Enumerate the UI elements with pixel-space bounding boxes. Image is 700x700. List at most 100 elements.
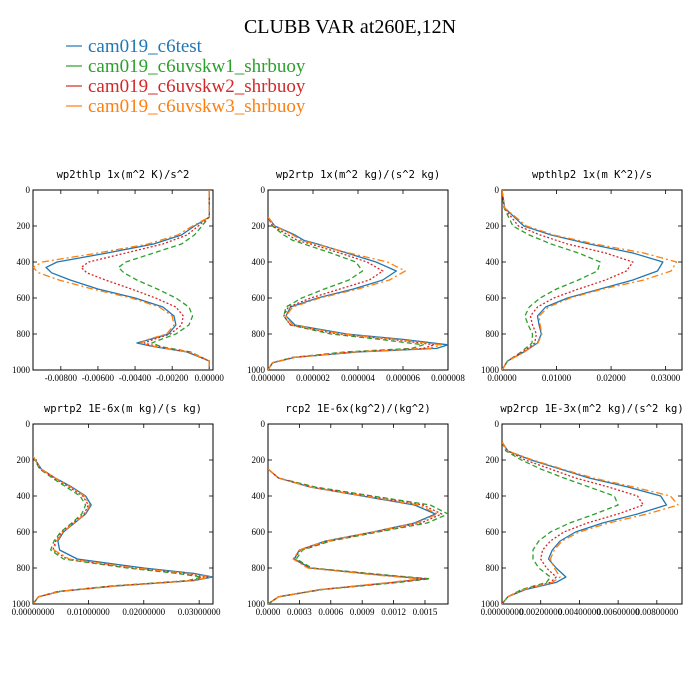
series-group xyxy=(268,468,448,604)
x-tick-label: 0.03000000 xyxy=(178,607,221,617)
plot-frame xyxy=(501,189,683,371)
series-line xyxy=(268,216,436,370)
y-tick-label: 0 xyxy=(26,185,31,195)
chart-panels: wp2thlp 1x(m^2 K)/s^2 0 200 400 600 800 1000 -0… xyxy=(12,169,684,617)
x-tick-label: 0.00000000 xyxy=(481,607,524,617)
y-tick-label: 1000 xyxy=(247,599,266,609)
series-line xyxy=(502,190,678,370)
x-tick-label: 0.00400000 xyxy=(558,607,601,617)
y-tick-label: 800 xyxy=(252,329,266,339)
series-line xyxy=(502,190,634,370)
y-tick-label: 1000 xyxy=(12,365,31,375)
series-group xyxy=(502,441,679,604)
y-tick-label: 1000 xyxy=(12,599,31,609)
panel-title: wp2rcp 1E-3x(m^2 kg)/(s^2 kg) xyxy=(500,403,683,415)
legend-entry: cam019_c6uvskw1_shrbuoy xyxy=(88,56,306,77)
y-tick-label: 0 xyxy=(261,419,266,429)
y-tick-label: 600 xyxy=(252,527,266,537)
series-line xyxy=(502,190,601,370)
series-line xyxy=(33,456,203,604)
x-tick-label: 0.00600000 xyxy=(597,607,640,617)
chart-panel: wp2thlp 1x(m^2 K)/s^2 0 200 400 600 800 1000 -0… xyxy=(12,169,224,383)
x-tick-label: 0.00000 xyxy=(195,373,225,383)
x-tick-label: -0.00400 xyxy=(119,373,152,383)
x-tick-label: 0.02000000 xyxy=(122,607,165,617)
x-tick-label: -0.00600 xyxy=(82,373,115,383)
y-tick-label: 400 xyxy=(486,491,500,501)
series-line xyxy=(33,456,211,604)
y-tick-label: 200 xyxy=(252,455,266,465)
chart-panel: wprtp2 1E-6x(m kg)/(s kg) 0 200 400 600 800 10… xyxy=(12,403,221,617)
legend-entry: cam019_c6uvskw3_shrbuoy xyxy=(88,96,306,117)
series-line xyxy=(268,216,424,370)
y-tick-label: 800 xyxy=(486,329,500,339)
x-tick-label: 0.0000 xyxy=(256,607,281,617)
y-tick-label: 1000 xyxy=(481,365,500,375)
y-tick-label: 400 xyxy=(252,491,266,501)
series-line xyxy=(502,441,644,604)
series-group xyxy=(502,190,678,370)
legend-entry: cam019_c6test xyxy=(88,36,203,57)
x-tick-label: 0.000008 xyxy=(431,373,465,383)
y-tick-label: 800 xyxy=(17,329,31,339)
plot-frame xyxy=(32,189,214,371)
series-group xyxy=(33,456,213,604)
legend-entry: cam019_c6uvskw2_shrbuoy xyxy=(88,76,306,97)
x-tick-label: 0.01000000 xyxy=(67,607,110,617)
series-line xyxy=(117,190,210,370)
x-tick-label: 0.01000 xyxy=(542,373,572,383)
x-tick-label: 0.0015 xyxy=(413,607,438,617)
chart-panel: wp2rcp 1E-3x(m^2 kg)/(s^2 kg)0 200 400 600 8… xyxy=(481,403,684,617)
x-tick-label: -0.00200 xyxy=(156,373,189,383)
y-tick-label: 400 xyxy=(17,491,31,501)
x-tick-label: -0.00800 xyxy=(45,373,78,383)
y-tick-label: 400 xyxy=(17,257,31,267)
series-group xyxy=(33,190,210,370)
y-tick-label: 800 xyxy=(17,563,31,573)
x-tick-label: 0.00200000 xyxy=(519,607,562,617)
series-line xyxy=(268,468,439,604)
x-tick-label: 0.000000 xyxy=(251,373,285,383)
y-tick-label: 200 xyxy=(17,221,31,231)
series-line xyxy=(502,441,619,604)
chart-panel: rcp2 1E-6x(kg^2)/(kg^2) 0 200 400 600 800 1000… xyxy=(247,403,449,617)
panel-title: rcp2 1E-6x(kg^2)/(kg^2) xyxy=(285,403,430,415)
y-tick-label: 200 xyxy=(252,221,266,231)
y-tick-label: 800 xyxy=(486,563,500,573)
panel-title: wp2thlp 1x(m^2 K)/s^2 xyxy=(57,169,190,181)
series-line xyxy=(33,456,209,604)
series-line xyxy=(268,216,442,370)
plot-frame xyxy=(267,423,449,605)
x-tick-label: 0.00000000 xyxy=(12,607,55,617)
y-tick-label: 400 xyxy=(252,257,266,267)
series-line xyxy=(45,190,210,370)
legend: cam019_c6testcam019_c6uvskw1_shrbuoycam0… xyxy=(66,36,306,117)
y-tick-label: 0 xyxy=(495,419,500,429)
y-tick-label: 600 xyxy=(486,293,500,303)
x-tick-label: 0.000002 xyxy=(296,373,330,383)
y-tick-label: 600 xyxy=(486,527,500,537)
series-line xyxy=(80,190,210,370)
series-line xyxy=(502,190,664,370)
y-tick-label: 200 xyxy=(486,455,500,465)
x-tick-label: 0.0006 xyxy=(318,607,343,617)
figure-title: CLUBB VAR at260E,12N xyxy=(244,16,456,38)
y-tick-label: 0 xyxy=(261,185,266,195)
panel-title: wprtp2 1E-6x(m kg)/(s kg) xyxy=(44,403,202,415)
x-tick-label: 0.00000 xyxy=(487,373,517,383)
y-tick-label: 600 xyxy=(252,293,266,303)
x-tick-label: 0.000004 xyxy=(341,373,375,383)
series-line xyxy=(268,468,448,604)
y-tick-label: 400 xyxy=(486,257,500,267)
series-line xyxy=(268,216,448,370)
y-tick-label: 200 xyxy=(486,221,500,231)
panel-title: wp2rtp 1x(m^2 kg)/(s^2 kg) xyxy=(276,169,440,181)
x-tick-label: 0.02000 xyxy=(596,373,626,383)
series-line xyxy=(502,441,668,604)
y-tick-label: 600 xyxy=(17,527,31,537)
plot-frame xyxy=(501,423,683,605)
plot-frame xyxy=(32,423,214,605)
y-tick-label: 1000 xyxy=(481,599,500,609)
chart-panel: wp2rtp 1x(m^2 kg)/(s^2 kg) 0 200 400 600 800 1… xyxy=(247,169,465,383)
